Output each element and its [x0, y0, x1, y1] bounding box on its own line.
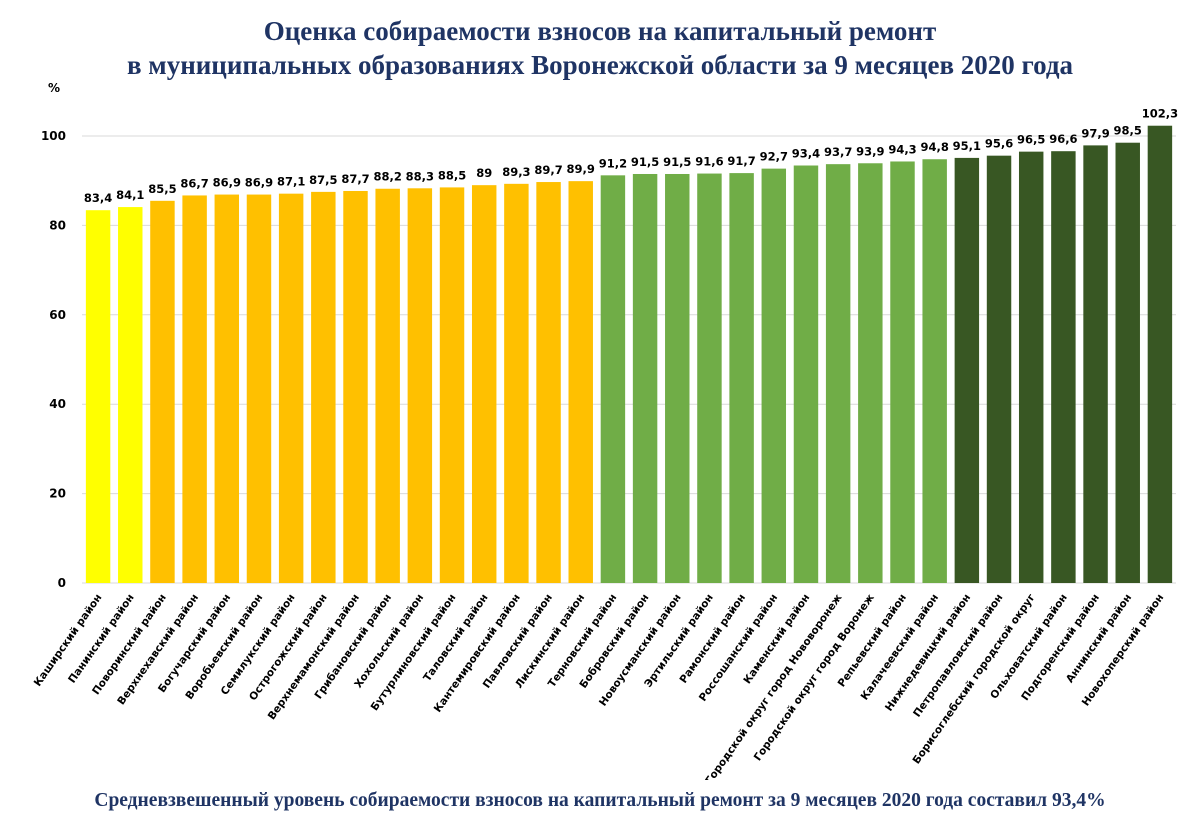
data-label: 87,1	[277, 175, 305, 189]
y-tick-label: 20	[49, 487, 66, 501]
bar	[1147, 125, 1173, 584]
bar	[150, 200, 175, 583]
bar	[118, 207, 143, 583]
y-tick-label: 60	[49, 308, 66, 322]
data-label: 91,5	[663, 155, 691, 169]
y-tick-label: 40	[49, 397, 66, 411]
bar	[922, 159, 947, 583]
data-label: 84,1	[116, 188, 144, 202]
bar	[890, 161, 915, 583]
data-label: 93,7	[824, 145, 852, 159]
category-label: Городской округ город Воронеж	[752, 591, 877, 763]
bar	[665, 173, 690, 583]
data-label: 94,8	[920, 140, 948, 154]
bar	[1051, 151, 1076, 583]
data-label: 85,5	[148, 182, 176, 196]
data-label: 95,1	[953, 139, 981, 153]
bar	[536, 182, 561, 583]
y-tick-label: 100	[41, 129, 66, 143]
bar	[600, 175, 626, 583]
y-tick-label: 0	[58, 576, 66, 590]
bar	[697, 173, 722, 583]
footer-note: Средневзвешенный уровень собираемости вз…	[94, 790, 1106, 811]
data-label: 88,5	[438, 168, 466, 182]
data-label: 86,7	[180, 176, 208, 190]
data-label: 87,7	[341, 172, 369, 186]
bar	[986, 155, 1012, 583]
bar	[858, 163, 883, 583]
data-label: 93,4	[792, 147, 820, 161]
bar	[85, 210, 111, 583]
bar	[761, 168, 787, 584]
bar	[343, 190, 368, 583]
gridlines	[82, 135, 1176, 584]
bar	[407, 188, 433, 583]
data-label: 102,3	[1142, 107, 1178, 121]
bar	[214, 194, 240, 583]
data-label: 88,2	[373, 170, 401, 184]
data-label: 86,9	[213, 176, 241, 190]
data-label: 89,9	[567, 162, 595, 176]
bar	[568, 181, 593, 583]
bar	[182, 195, 207, 584]
category-label: Борисоглебский городской округ	[911, 591, 1038, 766]
bar	[311, 191, 336, 583]
bar	[439, 187, 465, 583]
data-label: 91,7	[727, 154, 755, 168]
data-label: 91,6	[695, 155, 723, 169]
y-axis-ticks: 0 20 40 60 80 100	[41, 129, 66, 590]
bar	[1018, 151, 1044, 583]
data-label: 89,7	[534, 163, 562, 177]
data-label: 88,3	[406, 169, 434, 183]
bar	[471, 185, 497, 584]
data-label: 97,9	[1081, 126, 1109, 140]
y-tick-label: 80	[49, 218, 66, 232]
data-label: 91,2	[599, 156, 627, 170]
data-label: 96,6	[1049, 132, 1077, 146]
bar	[504, 183, 529, 584]
bar	[632, 173, 658, 583]
data-label: 89,3	[502, 165, 530, 179]
bar	[375, 188, 400, 583]
data-label: 98,5	[1114, 124, 1142, 138]
data-label: 91,5	[631, 155, 659, 169]
bar	[793, 165, 819, 583]
bar	[1115, 142, 1140, 583]
bar	[825, 164, 851, 583]
bar	[954, 157, 980, 583]
bars	[85, 125, 1173, 584]
bar	[729, 173, 754, 583]
data-labels: 83,4 84,1 85,5 86,7 86,9 86,9 87,1 87,5 87,7 88,2…	[84, 107, 1178, 205]
data-label: 86,9	[245, 176, 273, 190]
data-label: 93,9	[856, 144, 884, 158]
data-label: 89	[476, 166, 492, 180]
bar	[1083, 145, 1108, 583]
chart-title: Оценка собираемости взносов на капитальн…	[0, 14, 1200, 82]
data-label: 96,5	[1017, 133, 1045, 147]
y-axis-unit: %	[48, 81, 60, 95]
data-label: 92,7	[760, 150, 788, 164]
data-label: 94,3	[888, 142, 916, 156]
data-label: 95,6	[985, 137, 1013, 151]
chart-title-line-1: Оценка собираемости взносов на капитальн…	[263, 16, 937, 46]
chart-title-line-2: в муниципальных образованиях Воронежской…	[126, 50, 1074, 80]
data-label: 83,4	[84, 191, 112, 205]
data-label: 87,5	[309, 173, 337, 187]
bar	[246, 194, 272, 583]
bar	[278, 193, 304, 583]
